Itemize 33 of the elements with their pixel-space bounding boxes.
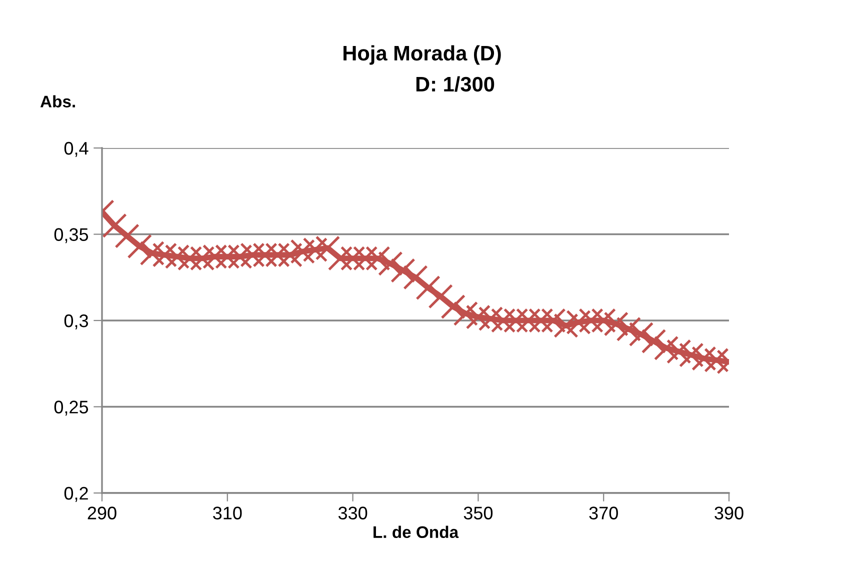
- point: [114, 224, 140, 248]
- point: [440, 294, 466, 320]
- point: [453, 301, 478, 326]
- point: [102, 213, 127, 238]
- y-tick-label: 0,2: [64, 486, 88, 502]
- point: [428, 284, 453, 309]
- x-tick-label: 310: [213, 506, 242, 520]
- point: [403, 265, 428, 290]
- y-tick-label: 0,3: [64, 314, 88, 330]
- chart-title: Hoja Morada (D): [344, 45, 501, 65]
- point: [641, 328, 666, 354]
- point: [378, 251, 403, 276]
- chart-subtitle: D: 1/300: [416, 76, 494, 92]
- point: [628, 322, 654, 347]
- x-tick-label: 290: [88, 506, 116, 520]
- y-tick-label: 0,35: [54, 228, 88, 244]
- point: [390, 258, 416, 283]
- x-tick-label: 370: [589, 506, 618, 520]
- y-axis-title: Abs.: [40, 95, 75, 108]
- point: [679, 342, 704, 368]
- x-axis-title: L. de Onda: [374, 526, 459, 538]
- point: [127, 234, 152, 259]
- y-tick-label: 0,25: [54, 400, 88, 416]
- point: [302, 237, 328, 262]
- point: [666, 339, 692, 364]
- x-tick-label: 350: [464, 506, 493, 520]
- x-tick-label: 390: [714, 506, 744, 520]
- point: [616, 316, 642, 342]
- point: [654, 336, 679, 360]
- point: [416, 275, 440, 300]
- point: [554, 313, 578, 338]
- y-tick-label: 0,4: [64, 142, 88, 157]
- x-tick-label: 330: [338, 506, 368, 520]
